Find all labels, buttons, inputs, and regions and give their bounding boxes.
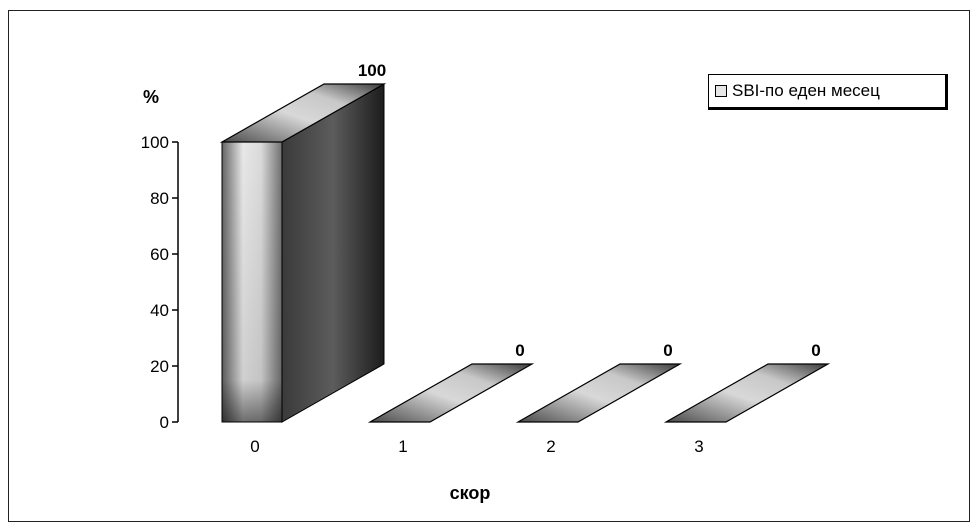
data-label: 0 <box>811 341 820 360</box>
y-axis: 0 20 40 60 80 100 <box>141 133 179 432</box>
x-axis-title: скор <box>450 483 491 503</box>
bar-0 <box>219 83 387 423</box>
bar-1 <box>367 363 535 423</box>
legend: SBI-по еден месец <box>708 74 948 110</box>
x-tick-label: 3 <box>694 437 703 456</box>
legend-label: SBI-по еден месец <box>732 81 880 100</box>
bar-top-face <box>663 363 831 423</box>
x-tick-label: 0 <box>250 437 259 456</box>
bar-top-face <box>219 83 387 143</box>
bar-top-face <box>515 363 683 423</box>
data-label: 0 <box>515 341 524 360</box>
y-tick-label: 60 <box>150 245 169 264</box>
legend-swatch <box>715 85 727 97</box>
x-tick-label: 1 <box>398 437 407 456</box>
x-tick-label: 2 <box>546 437 555 456</box>
bar-top-face <box>367 363 535 423</box>
y-tick-label: 0 <box>160 413 169 432</box>
bar-front-shade <box>221 141 283 423</box>
y-axis-title: % <box>143 87 159 107</box>
y-tick-label: 100 <box>141 133 169 152</box>
bar-3 <box>663 363 831 423</box>
bars: 100 0 0 1 0 2 0 3 <box>219 61 831 456</box>
data-label: 0 <box>663 341 672 360</box>
bar-2 <box>515 363 683 423</box>
data-label: 100 <box>358 61 386 80</box>
y-tick-label: 20 <box>150 357 169 376</box>
y-tick-label: 40 <box>150 301 169 320</box>
bar-side-face <box>281 83 385 423</box>
y-tick-label: 80 <box>150 189 169 208</box>
